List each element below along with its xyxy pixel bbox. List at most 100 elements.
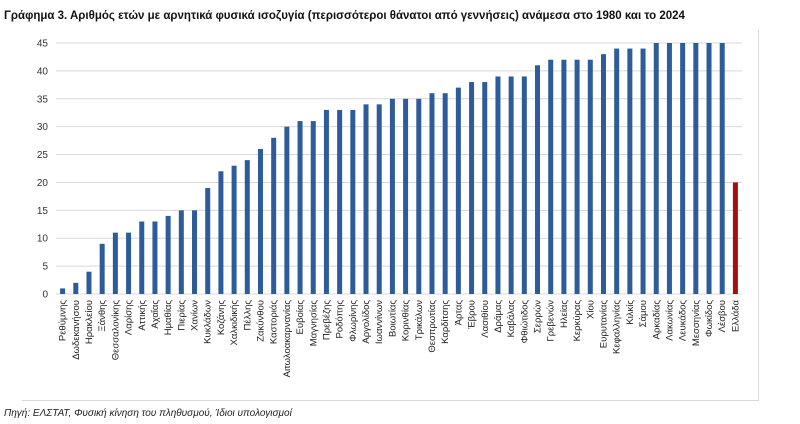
x-tick-label: Καρδίτσης	[440, 300, 451, 344]
x-tick-label: Ημαθίας	[163, 300, 174, 336]
bar	[495, 76, 501, 294]
x-tick-label: Χανίων	[190, 300, 201, 331]
bar	[139, 221, 145, 294]
x-tick-label: Λακωνίας	[664, 300, 675, 341]
x-tick-label: Ευβοίας	[295, 300, 306, 335]
bar	[337, 109, 343, 294]
bar	[310, 121, 316, 294]
bar	[732, 182, 738, 294]
bar	[60, 288, 66, 294]
bar	[508, 76, 514, 294]
x-tick-label: Καστοριάς	[269, 300, 280, 344]
x-tick-label: Ζακύνθου	[255, 300, 266, 342]
bar	[416, 98, 422, 295]
bar	[152, 221, 158, 294]
bar	[693, 43, 699, 294]
bar	[666, 43, 672, 294]
x-tick-label: Φωκίδος	[704, 300, 715, 337]
x-tick-label: Λευκάδος	[678, 300, 689, 341]
bar	[469, 82, 475, 295]
bar	[455, 87, 461, 294]
y-tick-label: 5	[42, 262, 48, 273]
y-tick-label: 0	[42, 290, 48, 301]
x-tick-label: Μεσσηνίας	[691, 300, 702, 347]
y-tick-label: 25	[37, 150, 49, 161]
bar	[376, 104, 382, 294]
x-tick-label: Έβρου	[467, 300, 478, 330]
x-tick-label: Λέσβου	[717, 300, 728, 332]
bar	[192, 210, 198, 294]
bar	[627, 48, 633, 295]
bar	[244, 160, 250, 294]
x-tick-label: Κορινθίας	[401, 300, 412, 342]
x-tick-label: Φλωρίνης	[348, 300, 359, 342]
x-tick-label: Ξάνθης	[97, 300, 108, 332]
bar	[403, 98, 409, 295]
x-tick-label: Ιωαννίνων	[374, 300, 385, 344]
bar	[112, 232, 118, 294]
bar	[205, 188, 211, 294]
chart-frame	[22, 30, 759, 401]
x-tick-label: Σερρών	[533, 300, 544, 333]
x-tick-label: Γρεβενών	[546, 300, 557, 342]
x-tick-label: Άρτας	[453, 300, 464, 326]
x-tick-label: Πρεβέζης	[321, 300, 332, 340]
x-tick-label: Ηλείας	[559, 300, 570, 328]
bar	[86, 271, 92, 294]
x-tick-label: Καβάλας	[506, 300, 517, 338]
x-tick-label: Χαλκιδικής	[229, 300, 240, 346]
bar	[587, 59, 593, 294]
bar	[323, 109, 329, 294]
x-tick-label: Κεφαλληνίας	[612, 300, 623, 354]
x-tick-label: Ελλάδα	[730, 299, 741, 331]
bar	[363, 104, 369, 294]
bar	[548, 59, 554, 294]
bar	[706, 43, 712, 294]
y-tick-label: 40	[37, 66, 49, 77]
bar	[535, 65, 541, 294]
x-tick-label: Πιερίας	[176, 300, 187, 331]
bar	[218, 171, 224, 294]
bar	[442, 93, 448, 294]
bar	[126, 232, 132, 294]
x-tick-label: Χίου	[585, 300, 596, 319]
x-tick-label: Δωδεκανήσου	[71, 300, 82, 360]
x-tick-label: Σάμου	[638, 300, 649, 327]
x-tick-label: Αρκαδίας	[651, 300, 662, 340]
bar	[640, 48, 646, 295]
y-tick-label: 30	[37, 122, 49, 133]
bar	[73, 282, 79, 294]
x-tick-label: Ρεθύμνης	[58, 300, 69, 342]
bar	[561, 59, 567, 294]
bar	[429, 93, 435, 294]
bar	[574, 59, 580, 294]
x-tick-label: Κερκύρας	[572, 300, 583, 342]
bar	[521, 76, 527, 294]
x-tick-label: Αττικής	[137, 300, 148, 331]
x-tick-label: Ηρακλείου	[84, 300, 95, 344]
y-tick-label: 45	[37, 39, 49, 50]
bar	[178, 210, 184, 294]
y-tick-label: 20	[37, 178, 49, 189]
x-tick-label: Ροδόπης	[335, 300, 346, 339]
x-tick-label: Αργολίδος	[361, 300, 372, 344]
x-tick-label: Λαρίσης	[124, 300, 135, 335]
x-tick-label: Κυκλάδων	[203, 300, 214, 344]
x-tick-label: Αιτωλοακαρνανίας	[282, 300, 293, 378]
x-tick-label: Κιλκίς	[625, 300, 636, 325]
y-tick-label: 35	[37, 94, 49, 105]
bar	[284, 126, 290, 295]
y-tick-label: 10	[37, 234, 49, 245]
bar	[257, 148, 263, 294]
x-tick-label: Λασιθίου	[480, 300, 491, 338]
x-tick-label: Δράμας	[493, 300, 504, 333]
x-tick-label: Αχαΐας	[150, 300, 161, 329]
x-tick-label: Κοζάνης	[216, 300, 227, 336]
x-tick-label: Τρικάλων	[414, 300, 425, 340]
bar	[614, 48, 620, 295]
x-tick-label: Ευρυτανίας	[598, 300, 609, 349]
bar	[271, 137, 277, 294]
y-tick-label: 15	[37, 206, 49, 217]
x-tick-label: Θεσσαλονίκης	[110, 300, 121, 361]
